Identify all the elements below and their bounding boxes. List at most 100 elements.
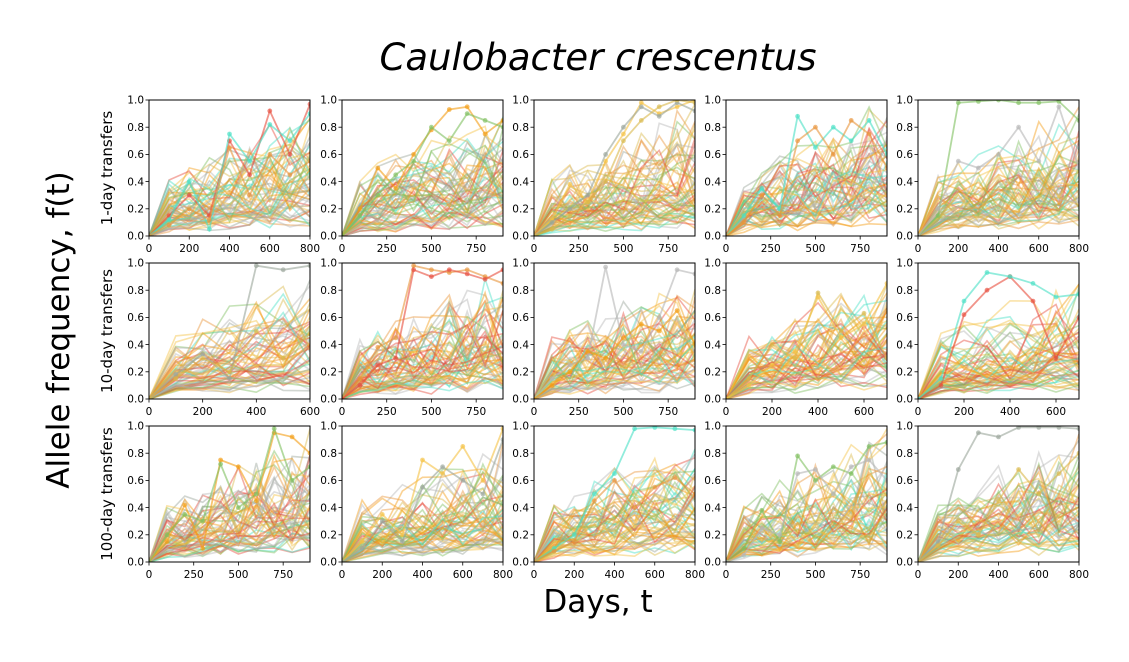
y-tick-label: 1.0 [704, 95, 721, 107]
trajectory-line [918, 369, 1079, 399]
data-point [884, 165, 887, 171]
trajectory-line [726, 170, 887, 236]
data-point [769, 362, 775, 368]
trajectory-line [149, 182, 310, 236]
data-point [830, 464, 836, 470]
trajectory-line [726, 452, 887, 562]
x-tick-label: 500 [421, 406, 441, 418]
panel-r2-c2: 0.0 0.2 0.4 0.6 0.8 1.0 0 200 400 600 800 [512, 421, 705, 581]
trajectory-line [534, 312, 695, 399]
trajectory-line [149, 465, 310, 562]
data-point [464, 104, 470, 110]
trajectory-line [918, 462, 1079, 562]
data-point [1016, 467, 1021, 472]
trajectory-line [534, 349, 695, 399]
panel-plot-area [726, 105, 887, 236]
data-point [567, 181, 573, 187]
x-tick-label: 200 [564, 569, 584, 581]
trajectory-line [149, 143, 310, 236]
panel-r2-c4: 0.0 0.2 0.4 0.6 0.8 1.0 0 200 400 600 800 [896, 421, 1089, 581]
data-point [918, 559, 921, 562]
data-point [500, 118, 503, 123]
trajectory-line [149, 182, 310, 236]
y-tick-label: 0.0 [320, 231, 337, 243]
trajectory-line [726, 310, 887, 399]
data-point [534, 233, 537, 236]
y-tick-label: 0.0 [127, 231, 144, 243]
trajectory-line [342, 346, 503, 399]
data-point [464, 271, 470, 277]
data-point [795, 138, 800, 144]
trajectory-line [726, 441, 887, 562]
trajectory-line [342, 308, 503, 399]
trajectory-line [726, 292, 887, 399]
trajectory-line [342, 359, 503, 399]
trajectory-line [149, 154, 310, 236]
data-point [440, 471, 445, 476]
data-point [1007, 274, 1013, 279]
data-point [1036, 158, 1042, 164]
trajectory-line [534, 523, 695, 562]
trajectory-line [726, 361, 887, 399]
trajectory-line [342, 140, 503, 236]
data-point [769, 342, 775, 347]
trajectory-line [149, 126, 310, 236]
trajectory-line [534, 167, 695, 236]
data-point [342, 233, 345, 236]
trajectory-line [149, 176, 310, 236]
trajectory-line [342, 155, 503, 236]
trajectory-line [726, 184, 887, 236]
trajectory-line [534, 342, 695, 399]
trajectory-line [149, 119, 310, 236]
trajectory-line [534, 470, 695, 562]
trajectory-line [918, 170, 1079, 236]
data-point [186, 179, 192, 185]
trajectory-line [918, 323, 1079, 399]
trajectory-line [342, 372, 503, 399]
trajectory-line [918, 350, 1079, 399]
data-point [592, 491, 597, 497]
trajectory-line [149, 303, 310, 399]
trajectory-line [534, 137, 695, 236]
trajectory-line [342, 196, 503, 236]
trajectory-line [726, 471, 887, 562]
trajectory-line [149, 356, 310, 399]
trajectory-line [342, 493, 503, 562]
trajectory-line [534, 197, 695, 236]
trajectory-line [534, 193, 695, 236]
trajectory-line [726, 317, 887, 399]
trajectory-line [149, 179, 310, 236]
trajectory-line [534, 496, 695, 562]
trajectory-line [726, 120, 887, 236]
x-tick-label: 250 [184, 569, 204, 581]
data-point [253, 263, 259, 269]
y-tick-label: 0.0 [320, 394, 337, 406]
data-point [1076, 315, 1079, 320]
trajectory-line [149, 479, 310, 562]
trajectory-line [534, 469, 695, 562]
y-tick-label: 0.6 [127, 312, 144, 324]
data-point [674, 100, 680, 103]
trajectory-line [534, 480, 695, 562]
x-tick-label: 0 [915, 569, 922, 581]
trajectory-line [534, 499, 695, 562]
trajectory-line [149, 491, 310, 562]
trajectory-line [726, 167, 887, 236]
trajectory-line [534, 215, 695, 236]
trajectory-line [149, 475, 310, 562]
trajectory-line [726, 158, 887, 236]
data-point [848, 471, 854, 476]
y-tick-label: 0.0 [512, 231, 529, 243]
data-point [726, 233, 729, 236]
data-point [1076, 118, 1079, 123]
trajectory-line [342, 289, 503, 399]
trajectory-line [342, 290, 503, 399]
trajectory-line [342, 297, 503, 399]
trajectory-line [918, 377, 1079, 399]
data-point [1076, 450, 1079, 456]
trajectory-line [726, 183, 887, 236]
trajectory-line [726, 307, 887, 399]
trajectory-line [534, 473, 695, 562]
data-point [759, 186, 765, 191]
trajectory-line [726, 542, 887, 562]
